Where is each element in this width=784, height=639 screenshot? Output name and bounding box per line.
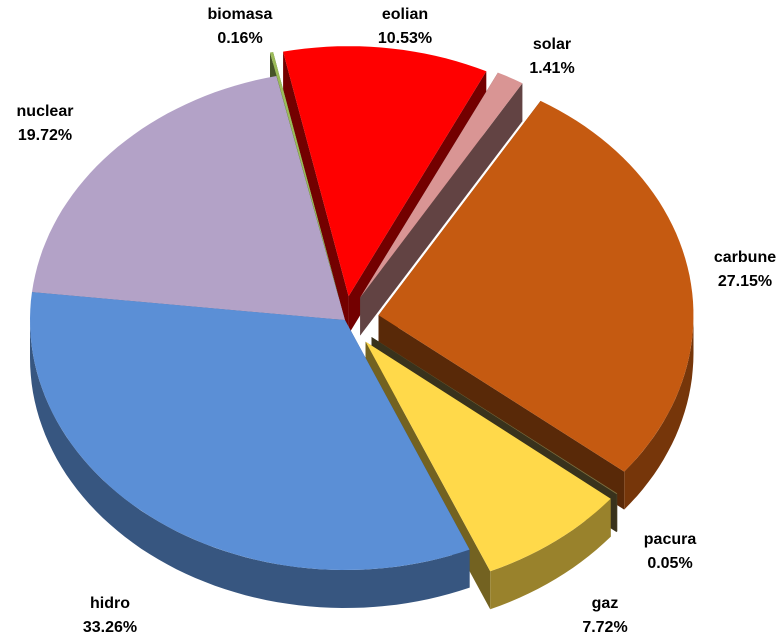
slice-value-label: 0.16%: [217, 30, 262, 47]
slice-side: [490, 498, 611, 610]
slice-side: [30, 320, 470, 608]
slice-side: [616, 493, 618, 533]
slice-label: solar: [533, 36, 571, 53]
slice-value-label: 0.05%: [647, 555, 692, 572]
slice-label: pacura: [644, 531, 697, 548]
slice-label: biomasa: [208, 6, 273, 23]
slice-value-label: 10.53%: [378, 30, 432, 47]
slice-label: gaz: [592, 595, 619, 612]
slice-label: hidro: [90, 595, 130, 612]
slice-side: [624, 315, 694, 510]
slice-side: [360, 83, 523, 336]
slice: [378, 100, 694, 472]
slice-label: carbune: [714, 249, 776, 266]
slice-value-label: 33.26%: [83, 619, 137, 636]
slice-side: [283, 51, 349, 335]
slice-label: nuclear: [17, 103, 74, 120]
slice-label: eolian: [382, 6, 428, 23]
slice: [360, 72, 523, 298]
slice-value-label: 7.72%: [582, 619, 627, 636]
slices: [30, 46, 694, 572]
slice: [32, 76, 345, 320]
slice: [30, 292, 470, 570]
slice-value-label: 27.15%: [718, 273, 772, 290]
slice: [283, 46, 487, 297]
slice: [365, 341, 611, 572]
slice-value-label: 1.41%: [529, 60, 574, 77]
slice: [270, 52, 339, 297]
slice-value-label: 19.72%: [18, 127, 72, 144]
slice: [371, 337, 618, 495]
